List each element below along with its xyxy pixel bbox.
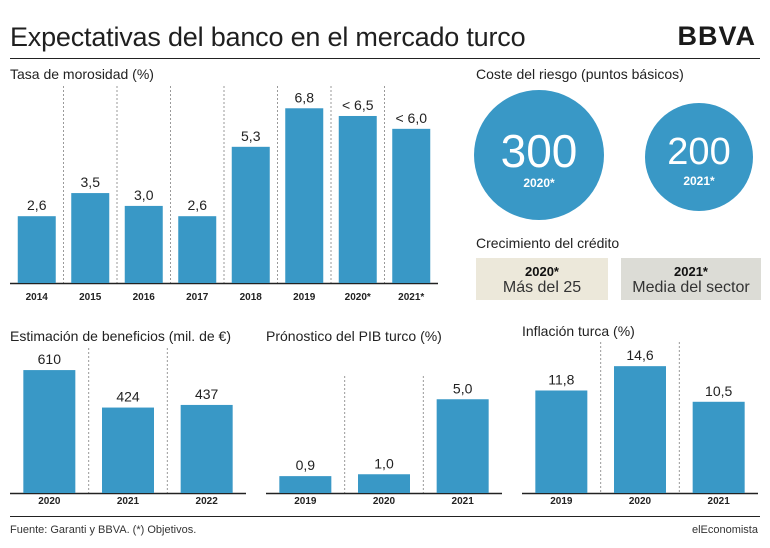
credit-text-2020: Más del 25 — [502, 279, 582, 296]
risk-year-2021: 2021* — [683, 174, 715, 188]
morosidad-bar — [231, 146, 270, 283]
morosidad-bar — [71, 193, 110, 283]
beneficios-value-label: 437 — [195, 386, 219, 402]
pib-bar — [436, 399, 489, 493]
footer-source: Fuente: Garanti y BBVA. (*) Objetivos. — [10, 524, 197, 536]
pib-value-label: 1,0 — [374, 455, 394, 471]
morosidad-tick-label: 2021* — [398, 292, 424, 303]
inflacion-title: Inflación turca (%) — [522, 323, 635, 339]
beneficios-tick-label: 2021 — [117, 496, 140, 507]
inflacion-value-label: 10,5 — [705, 383, 732, 399]
risk-bubble-2021: 200 2021* — [645, 103, 753, 211]
footer-brand: elEconomista — [691, 524, 758, 536]
inflacion-tick-label: 2020 — [629, 496, 652, 507]
credit-text-2021: Media del sector — [632, 279, 750, 296]
beneficios-title: Estimación de beneficios (mil. de €) — [10, 328, 231, 344]
bbva-logo: BBVA — [677, 21, 756, 51]
morosidad-bar — [285, 108, 324, 284]
pib-bar — [279, 476, 332, 493]
morosidad-bar — [178, 216, 217, 283]
inflacion-value-label: 11,8 — [548, 371, 574, 387]
morosidad-value-label: 2,6 — [188, 197, 208, 213]
pib-tick-label: 2019 — [294, 496, 317, 507]
pib-value-label: 5,0 — [453, 380, 473, 396]
risk-bubble-2020: 300 2020* — [474, 90, 604, 220]
inflacion-bar — [535, 390, 588, 493]
morosidad-tick-label: 2014 — [26, 292, 49, 303]
inflacion-value-label: 14,6 — [626, 347, 653, 363]
inflacion-bar — [614, 366, 666, 493]
morosidad-bar — [392, 128, 431, 283]
morosidad-tick-label: 2016 — [133, 292, 156, 303]
page-title: Expectativas del banco en el mercado tur… — [10, 22, 526, 52]
beneficios-bar — [102, 407, 154, 493]
beneficios-bar — [180, 404, 233, 493]
morosidad-value-label: 3,0 — [134, 187, 154, 203]
morosidad-value-label: < 6,5 — [342, 97, 374, 113]
beneficios-bar — [23, 370, 76, 493]
morosidad-tick-label: 2015 — [79, 292, 102, 303]
beneficios-value-label: 610 — [38, 351, 62, 367]
morosidad-bar — [338, 115, 377, 283]
morosidad-value-label: 2,6 — [27, 197, 47, 213]
morosidad-tick-label: 2017 — [186, 292, 209, 303]
risk-title: Coste del riesgo (puntos básicos) — [476, 66, 684, 82]
morosidad-value-label: 6,8 — [295, 89, 315, 105]
morosidad-tick-label: 2020* — [345, 292, 371, 303]
footer-rule — [10, 516, 760, 517]
risk-year-2020: 2020* — [523, 176, 555, 190]
pib-tick-label: 2020 — [373, 496, 396, 507]
beneficios-value-label: 424 — [116, 389, 140, 405]
inflacion-bar — [692, 401, 745, 493]
risk-value-2020: 300 — [500, 125, 578, 177]
pib-title: Prónostico del PIB turco (%) — [266, 328, 442, 344]
morosidad-value-label: 5,3 — [241, 128, 261, 144]
morosidad-tick-label: 2019 — [293, 292, 316, 303]
beneficios-tick-label: 2020 — [38, 496, 61, 507]
morosidad-value-label: < 6,0 — [395, 110, 427, 126]
morosidad-value-label: 3,5 — [81, 174, 101, 190]
inflacion-tick-label: 2021 — [708, 496, 731, 507]
pib-tick-label: 2021 — [452, 496, 475, 507]
credit-year-2021: 2021* — [674, 264, 708, 279]
risk-value-2021: 200 — [667, 131, 731, 173]
credit-title: Crecimiento del crédito — [476, 235, 620, 251]
credit-box-2021: 2021* Media del sector — [621, 258, 761, 300]
beneficios-tick-label: 2022 — [196, 496, 219, 507]
morosidad-tick-label: 2018 — [240, 292, 263, 303]
pib-bar — [358, 474, 410, 493]
pib-value-label: 0,9 — [296, 457, 316, 473]
inflacion-tick-label: 2019 — [550, 496, 573, 507]
morosidad-title: Tasa de morosidad (%) — [10, 66, 154, 82]
morosidad-bar — [124, 205, 163, 283]
credit-box-2020: 2020* Más del 25 — [476, 258, 608, 300]
credit-year-2020: 2020* — [525, 264, 559, 279]
morosidad-bar — [17, 216, 56, 283]
header-rule — [10, 58, 760, 59]
